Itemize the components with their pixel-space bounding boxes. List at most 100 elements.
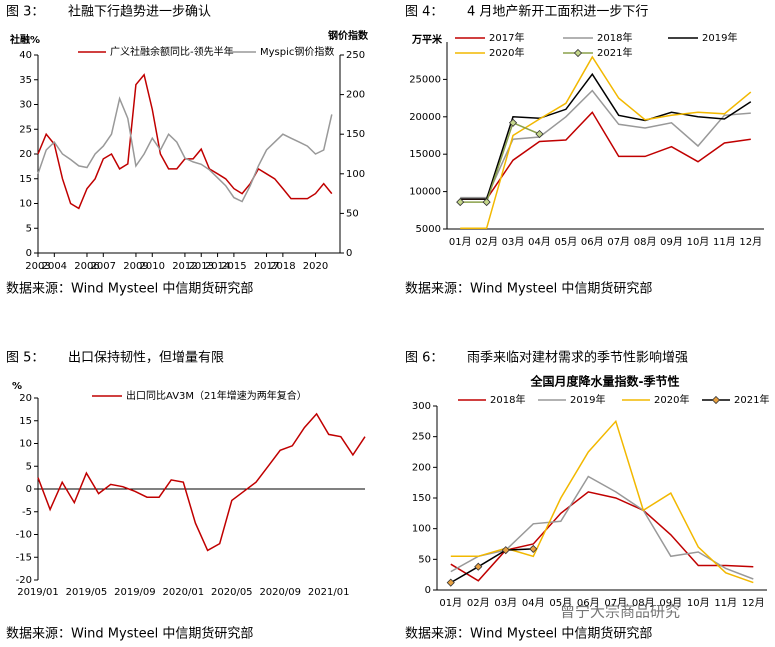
x-tick-label: 2017 — [254, 261, 279, 272]
y-tick-label: 0 — [26, 484, 32, 495]
y-tick-label: 0 — [26, 248, 32, 259]
figure-label: 图 5： — [6, 351, 44, 366]
y-tick-label: 20000 — [409, 112, 441, 123]
watermark: 曾宁大宗商品研究 — [560, 603, 680, 621]
figure-title: 4 月地产新开工面积进一步下行 — [467, 4, 648, 20]
y-tick-label: 20 — [19, 393, 32, 404]
legend-label: 2021年 — [734, 393, 769, 406]
x-tick-label: 2019/09 — [114, 587, 156, 598]
y2-tick-label: 150 — [346, 129, 365, 140]
series-marker — [446, 578, 455, 587]
x-tick-label: 01月 — [449, 236, 472, 248]
y2-tick-label: 100 — [346, 169, 365, 180]
x-tick-label: 2020/05 — [211, 587, 253, 598]
x-tick-label: 2014 — [205, 261, 230, 272]
y-tick-label: 25000 — [409, 74, 441, 85]
x-tick-label: 2013 — [189, 261, 214, 272]
x-tick-label: 2006 — [74, 261, 99, 272]
series-line — [37, 73, 333, 210]
x-tick-label: 05月 — [549, 597, 572, 609]
series-marker — [529, 544, 538, 553]
x-tick-label: 05月 — [555, 236, 578, 248]
y-tick-label: 25 — [19, 124, 32, 135]
y-tick-label: 20 — [19, 149, 32, 160]
source: 数据来源：Wind Mysteel 中信期货研究部 — [405, 626, 652, 642]
x-tick-label: 04月 — [528, 236, 551, 248]
x-tick-label: 2010 — [140, 261, 165, 272]
x-tick-label: 03月 — [494, 597, 517, 609]
series-line — [37, 412, 366, 552]
legend-label: 2020年 — [489, 46, 524, 59]
legend-label: 2020年 — [654, 393, 689, 406]
y-tick-label: 0 — [425, 585, 431, 596]
figure-title: 社融下行趋势进一步确认 — [68, 4, 211, 20]
y-tick-label: 5 — [26, 223, 32, 234]
y-tick-label: 50 — [418, 554, 431, 565]
x-tick-label: 10月 — [687, 236, 710, 248]
x-tick-label: 06月 — [581, 236, 604, 248]
x-tick-label: 04月 — [522, 597, 545, 609]
series-marker — [482, 198, 491, 207]
y-tick-label: 250 — [412, 432, 431, 443]
series-line — [450, 475, 754, 580]
x-tick-label: 12月 — [742, 597, 765, 609]
x-tick-label: 08月 — [632, 597, 655, 609]
figure-label: 图 3： — [6, 5, 44, 20]
series-line — [460, 111, 751, 200]
source: 数据来源：Wind Mysteel 中信期货研究部 — [405, 281, 652, 297]
y-tick-label: 40 — [19, 50, 32, 61]
x-tick-label: 10月 — [687, 597, 710, 609]
y-tick-label: 15 — [19, 416, 32, 427]
series-marker — [474, 562, 483, 571]
legend-label: 2019年 — [702, 31, 737, 44]
y2-tick-label: 50 — [346, 208, 359, 219]
y2-tick-label: 0 — [346, 248, 352, 259]
x-tick-label: 12月 — [739, 236, 762, 248]
series-line — [460, 121, 540, 203]
series-line — [460, 55, 752, 230]
y-tick-label: 15000 — [409, 149, 441, 160]
x-tick-label: 2003 — [25, 261, 50, 272]
y-axis-label: 社融% — [9, 33, 40, 46]
y-axis-label: % — [12, 381, 22, 392]
series-line — [450, 548, 534, 584]
x-tick-label: 2021/01 — [308, 587, 350, 598]
x-tick-label: 2020/01 — [163, 587, 205, 598]
x-tick-label: 2015 — [221, 261, 246, 272]
x-tick-label: 2009 — [123, 261, 148, 272]
x-tick-label: 2020 — [303, 261, 328, 272]
y-tick-label: 100 — [412, 524, 431, 535]
legend-label: 2018年 — [490, 393, 525, 406]
x-tick-label: 01月 — [439, 597, 462, 609]
x-tick-label: 06月 — [577, 597, 600, 609]
legend-marker — [711, 395, 721, 405]
x-tick-label: 08月 — [634, 236, 657, 248]
figure-label: 图 6： — [405, 351, 443, 366]
legend-label: 2019年 — [570, 393, 605, 406]
legend-label: 2017年 — [489, 31, 524, 44]
series-marker — [456, 198, 465, 207]
figure-title: 雨季来临对建材需求的季节性影响增强 — [467, 350, 688, 366]
legend-label: 广义社融余额同比-领先半年 — [110, 45, 234, 58]
y-tick-label: 5000 — [416, 224, 441, 235]
x-tick-label: 07月 — [607, 236, 630, 248]
x-tick-label: 07月 — [604, 597, 627, 609]
x-tick-label: 03月 — [502, 236, 525, 248]
x-tick-label: 2012 — [172, 261, 197, 272]
chart-title: 全国月度降水量指数-季节性 — [530, 374, 680, 389]
y2-tick-label: 250 — [346, 50, 365, 61]
series-line — [37, 96, 333, 203]
y-tick-label: 15 — [19, 174, 32, 185]
legend-label: 2018年 — [597, 31, 632, 44]
legend-label: 2021年 — [597, 46, 632, 59]
source: 数据来源：Wind Mysteel 中信期货研究部 — [6, 626, 253, 642]
y-tick-label: 300 — [412, 401, 431, 412]
source: 数据来源：Wind Mysteel 中信期货研究部 — [6, 281, 253, 297]
x-tick-label: 09月 — [659, 597, 682, 609]
x-tick-label: 2007 — [91, 261, 116, 272]
series-line — [460, 72, 752, 200]
y2-tick-label: 200 — [346, 90, 365, 101]
